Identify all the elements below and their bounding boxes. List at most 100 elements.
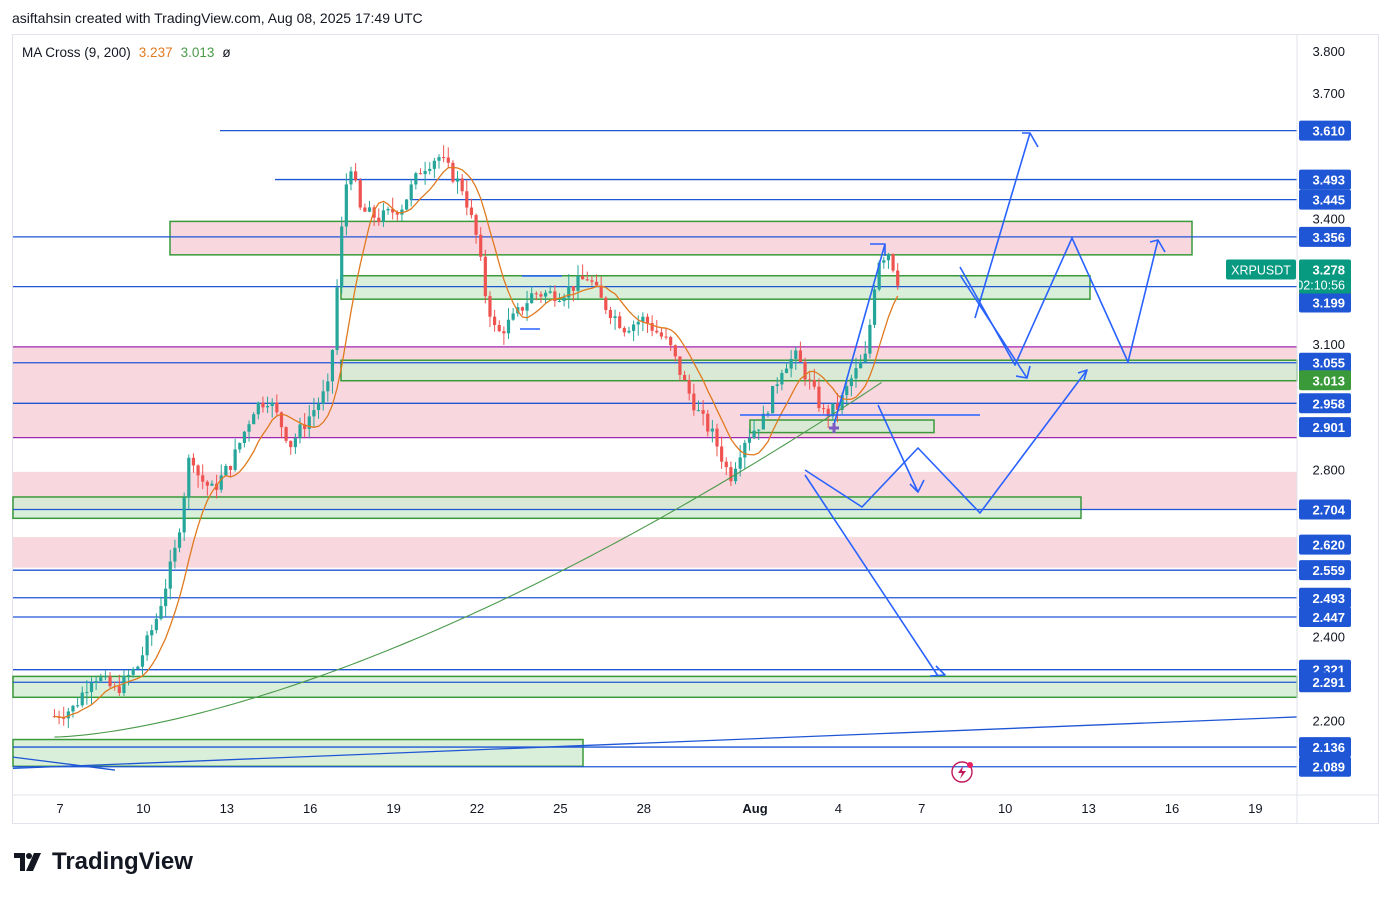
price-tag-bg [1299, 370, 1351, 391]
chart-frame [12, 34, 1379, 824]
candle-body [534, 293, 538, 295]
candle-body [307, 416, 311, 429]
price-tag: 3.445 [1299, 189, 1351, 210]
candle-body [757, 429, 761, 431]
x-tick-label: 28 [637, 801, 651, 816]
price-tag-value: 3.055 [1312, 356, 1345, 371]
candle-body [145, 635, 149, 656]
candle-body [326, 381, 330, 392]
candle-body [729, 467, 733, 482]
price-tag-value: 2.136 [1312, 740, 1345, 755]
candle-body [187, 457, 191, 498]
drawings-layer [520, 132, 1166, 783]
arrowhead [1149, 239, 1166, 253]
candle-body [835, 403, 840, 410]
candle-body [585, 279, 589, 281]
candle-body [474, 215, 478, 235]
logo-text: TradingView [52, 848, 193, 875]
green-zone [12, 675, 1298, 699]
levels-layer [12, 129, 1298, 771]
lightning-bolt [958, 766, 966, 779]
price-tag-value: 2.291 [1312, 675, 1345, 690]
candle-body [738, 457, 742, 469]
candle-body [659, 332, 664, 337]
lightning-icon [951, 761, 973, 783]
candle-body [896, 270, 900, 286]
alert-dot [967, 762, 973, 768]
candle-body [261, 402, 265, 408]
candle-body [289, 440, 293, 448]
candle-body [567, 286, 571, 298]
candle-body [553, 291, 557, 302]
candle-body [270, 402, 274, 407]
x-tick-label: 7 [56, 801, 63, 816]
candle-body [761, 413, 765, 430]
candle-body [469, 207, 474, 216]
price-tag-bg [1299, 737, 1351, 758]
candle-body [377, 217, 381, 222]
candle-body [608, 310, 613, 318]
time-axis: 7 10 13 16 19 22 25 28 Aug 4 7 10 13 16 19 [13, 35, 1378, 823]
candle-body [678, 356, 682, 375]
candle-body [122, 675, 126, 693]
green-zone [12, 738, 584, 768]
candle-body [423, 170, 427, 175]
price-tag-value: 3.445 [1312, 193, 1345, 208]
candle-body [632, 324, 636, 331]
candle-body [219, 475, 223, 490]
price-tag-value: 2.559 [1312, 563, 1345, 578]
price-tag-value: 2.447 [1312, 610, 1345, 625]
candle-body [442, 157, 446, 159]
candle-body [849, 378, 853, 387]
x-tick-label: 10 [136, 801, 150, 816]
candle-body [108, 676, 112, 687]
candle-body [279, 412, 284, 428]
candle-body [224, 465, 228, 476]
candle-body [164, 588, 168, 607]
candle-body [71, 705, 75, 712]
tradingview-logo[interactable]: TradingView [14, 848, 193, 876]
price-tag-bg [1299, 417, 1351, 438]
price-axis: 3.800 3.700 3.400 3.100 2.800 2.400 2.200 3.610… [1226, 44, 1351, 777]
candle-body [168, 561, 172, 589]
price-tag: 2.958 [1299, 393, 1351, 414]
candle-body [99, 677, 103, 681]
projection-down-path [877, 404, 919, 493]
candle-body [94, 680, 98, 684]
price-tag-bg [1299, 189, 1351, 210]
x-tick-label: 22 [470, 801, 484, 816]
candle-body [275, 402, 279, 413]
candle-body [766, 413, 770, 415]
candle-body [789, 358, 793, 369]
candle-body [641, 316, 645, 322]
price-tag: 3.199 [1299, 292, 1351, 313]
candle-body [76, 705, 80, 707]
candle-body [845, 386, 849, 396]
candle-body [293, 438, 297, 448]
candle-body [715, 428, 719, 447]
candle-body [409, 184, 413, 200]
candle-body [80, 692, 84, 706]
candle-body [599, 285, 603, 298]
candle-body [803, 361, 807, 380]
candle-body [432, 160, 436, 169]
green-zone [749, 419, 935, 434]
candle-body [344, 184, 348, 227]
candle-body [784, 368, 789, 373]
candle-body [103, 676, 108, 678]
indicator-legend[interactable]: MA Cross (9, 200) 3.237 3.013 ø [22, 45, 231, 60]
x-tick-label: 16 [303, 801, 317, 816]
candle-body [530, 293, 534, 304]
price-tag-value: 3.610 [1312, 124, 1345, 139]
candle-body [720, 446, 724, 462]
price-tag-bg [1299, 499, 1351, 520]
indicator-name: MA Cross (9, 200) [22, 45, 131, 60]
candle-body [150, 630, 154, 636]
price-tag-bg [1299, 607, 1351, 628]
visibility-toggle-icon[interactable]: ø [222, 45, 231, 60]
x-tick-label: 7 [918, 801, 925, 816]
candle-body [233, 449, 237, 470]
candle-body [636, 321, 640, 325]
last-price-tag-bg [1299, 259, 1351, 294]
